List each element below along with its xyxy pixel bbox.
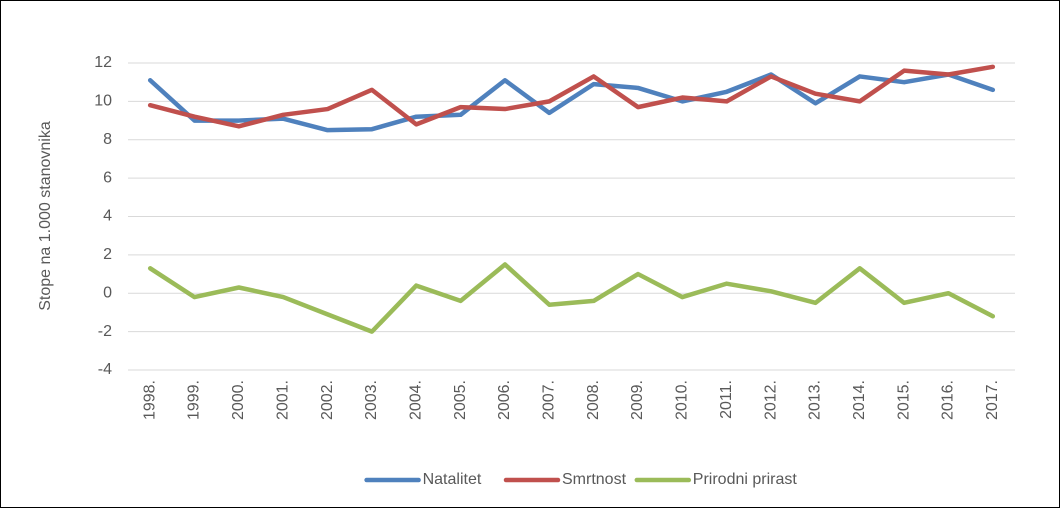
x-tick-label: 2014.: [851, 380, 868, 420]
y-tick-label: 12: [94, 54, 112, 71]
x-tick-label: 2007.: [541, 380, 558, 420]
y-tick-label: 6: [103, 169, 112, 186]
y-tick-label: -4: [98, 361, 112, 378]
x-tick-label: 2005.: [452, 380, 469, 420]
x-tick-label: 2002.: [319, 380, 336, 420]
y-axis-title: Stope na 1.000 stanovnika: [37, 121, 54, 311]
x-tick-label: 2017.: [984, 380, 1001, 420]
x-tick-label: 2009.: [629, 380, 646, 420]
legend-label: Natalitet: [423, 471, 482, 488]
y-tick-label: 4: [103, 208, 112, 225]
x-tick-label: 2010.: [674, 380, 691, 420]
x-tick-label: 2013.: [807, 380, 824, 420]
x-tick-label: 1998.: [141, 380, 158, 420]
series-line: [147, 262, 996, 334]
x-tick-label: 2008.: [585, 380, 602, 420]
x-tick-label: 2015.: [895, 380, 912, 420]
x-tick-label: 2003.: [363, 380, 380, 420]
series-line: [147, 64, 996, 129]
series-line: [147, 72, 996, 133]
x-tick-label: 2011.: [718, 380, 735, 419]
x-tick-label: 2004.: [407, 380, 424, 420]
legend-label: Smrtnost: [562, 471, 627, 488]
y-tick-label: -2: [98, 323, 112, 340]
y-tick-label: 10: [94, 93, 112, 110]
x-tick-label: 2016.: [940, 380, 957, 420]
legend-label: Prirodni prirast: [693, 471, 798, 488]
x-tick-label: 2000.: [230, 380, 247, 420]
y-tick-label: 0: [103, 284, 112, 301]
x-tick-label: 1999.: [186, 380, 203, 420]
x-tick-label: 2006.: [496, 380, 513, 420]
y-tick-label: 8: [103, 131, 112, 148]
y-tick-label: 2: [103, 246, 112, 263]
x-tick-label: 2001.: [274, 380, 291, 420]
x-tick-label: 2012.: [762, 380, 779, 420]
